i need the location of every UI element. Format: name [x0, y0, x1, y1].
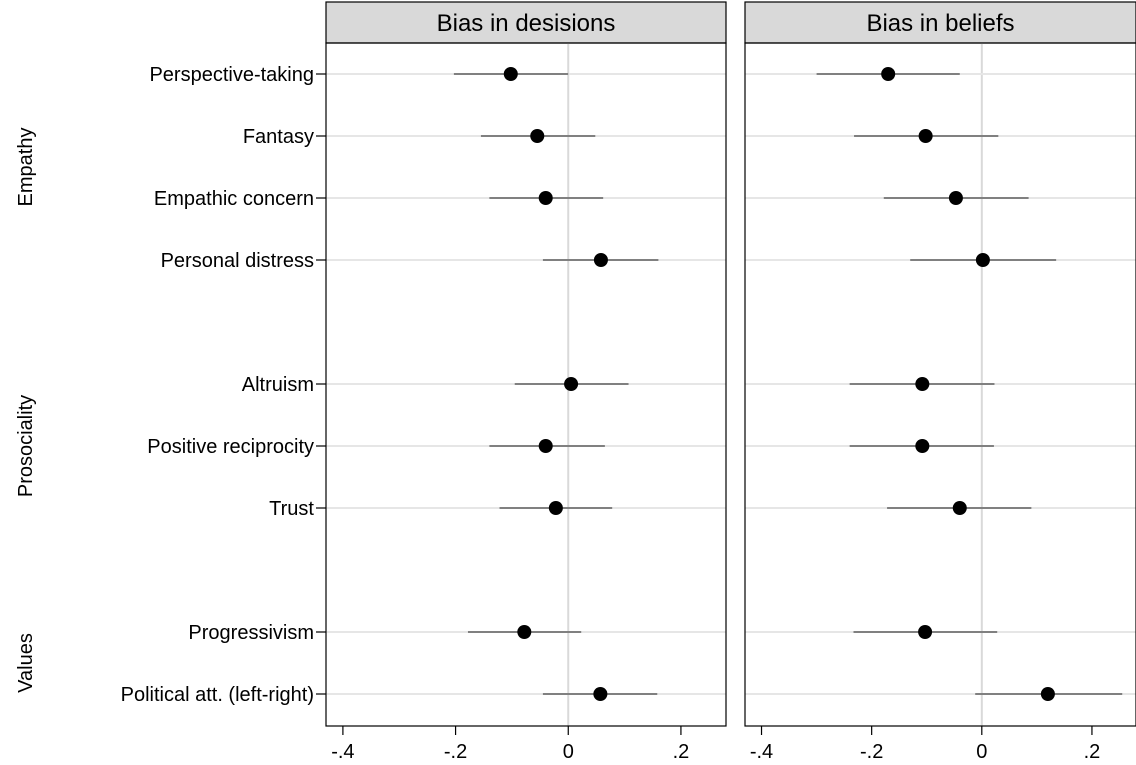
x-tick-label: -.4: [750, 741, 773, 763]
row-label: Perspective-taking: [149, 64, 314, 86]
point-estimate: [593, 687, 608, 701]
point-estimate: [915, 377, 930, 391]
point-estimate: [538, 191, 553, 205]
point-estimate: [538, 439, 553, 453]
group-label: Empathy: [15, 128, 37, 207]
row-label: Altruism: [242, 374, 314, 396]
x-tick-label: 0: [976, 741, 987, 763]
panel-header: [325, 1, 727, 44]
point-estimate: [915, 439, 930, 453]
point-estimate: [564, 377, 579, 391]
row-label: Personal distress: [161, 250, 314, 272]
group-label: Values: [15, 633, 37, 693]
group-label: Prosociality: [15, 395, 37, 497]
x-tick-label: -.2: [444, 741, 467, 763]
point-estimate: [952, 501, 967, 515]
point-estimate: [530, 129, 545, 143]
row-label: Fantasy: [243, 126, 314, 148]
row-label: Trust: [269, 498, 314, 520]
point-estimate: [918, 129, 933, 143]
panel-title: Bias in beliefs: [866, 10, 1014, 37]
point-estimate: [948, 191, 963, 205]
row-label: Progressivism: [188, 622, 314, 644]
panel-header: [744, 1, 1136, 44]
row-label: Empathic concern: [154, 188, 314, 210]
x-tick-label: 0: [563, 741, 574, 763]
x-tick-label: .2: [1084, 741, 1101, 763]
panel-title: Bias in desisions: [437, 10, 616, 37]
point-estimate: [1040, 687, 1055, 701]
x-tick-label: -.4: [331, 741, 354, 763]
panel-frame: [744, 42, 1136, 727]
point-estimate: [517, 625, 532, 639]
panel-frame: [325, 42, 727, 727]
point-estimate: [593, 253, 608, 267]
row-label: Political att. (left-right): [121, 684, 314, 706]
point-estimate: [975, 253, 990, 267]
point-estimate: [503, 67, 518, 81]
point-estimate: [918, 625, 933, 639]
x-tick-label: .2: [673, 741, 690, 763]
point-estimate: [548, 501, 563, 515]
point-estimate: [881, 67, 896, 81]
x-tick-label: -.2: [860, 741, 883, 763]
row-label: Positive reciprocity: [147, 436, 314, 458]
